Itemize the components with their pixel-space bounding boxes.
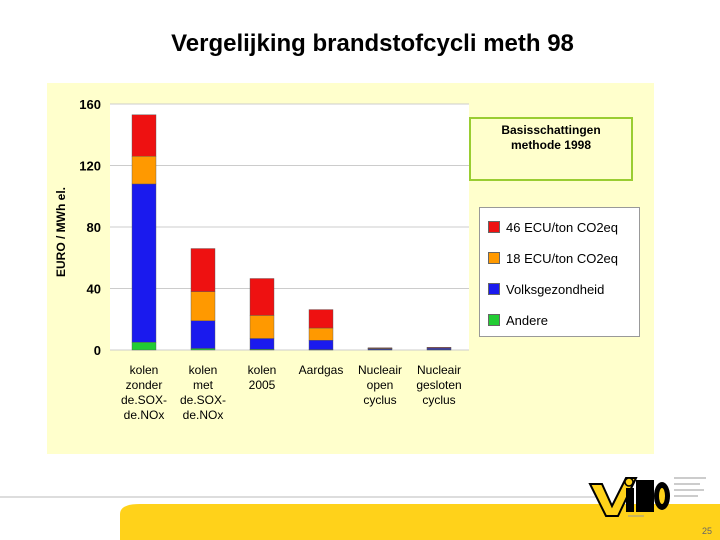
y-tick-label: 80 <box>87 220 101 235</box>
bar-segment <box>249 278 275 316</box>
y-tick-label: 120 <box>79 159 101 174</box>
x-tick-label: kolen zonder de.SOX- de.NOx <box>120 363 168 422</box>
y-tick-label: 40 <box>87 282 101 297</box>
bar-segment <box>190 248 216 292</box>
bar-segment <box>131 342 157 351</box>
bar-segment <box>131 114 157 157</box>
legend-swatch <box>488 221 500 233</box>
legend-swatch <box>488 283 500 295</box>
legend-label: 46 ECU/ton CO2eq <box>506 219 619 235</box>
x-tick-label: Aardgas <box>298 363 344 377</box>
legend-item: Volksgezondheid <box>488 279 604 299</box>
bar-segment <box>249 338 275 350</box>
annotation-line-1: Basisschattingen <box>501 123 601 137</box>
x-tick-label: Nucleair gesloten cyclus <box>416 363 462 407</box>
legend-label: 18 ECU/ton CO2eq <box>506 250 619 266</box>
legend-item: 46 ECU/ton CO2eq <box>488 217 618 237</box>
bar-segment <box>190 291 216 321</box>
x-tick-label: Nucleair open cyclus <box>357 363 402 407</box>
bar-segment <box>190 348 216 351</box>
legend-item: Andere <box>488 310 548 330</box>
chart-legend: 46 ECU/ton CO2eq 18 ECU/ton CO2eq Volksgez… <box>479 207 640 337</box>
bar-segment <box>367 347 393 349</box>
bar-segment <box>131 183 157 343</box>
bar-segment <box>308 340 334 350</box>
bar-segment <box>308 327 334 341</box>
x-tick-label: kolen 2005 <box>247 363 277 392</box>
annotation-box: Basisschattingen methode 1998 <box>469 117 633 181</box>
bar-segment <box>190 320 216 349</box>
bar-segment <box>426 347 452 349</box>
bar-segment <box>308 309 334 329</box>
vito-logo <box>588 477 706 517</box>
legend-swatch <box>488 314 500 326</box>
legend-item: 18 ECU/ton CO2eq <box>488 248 618 268</box>
legend-label: Volksgezondheid <box>506 281 605 297</box>
y-axis-label: EURO / MWh el. <box>54 187 68 277</box>
bar-segment <box>131 156 157 185</box>
y-tick-label: 0 <box>94 343 101 358</box>
annotation-line-2: methode 1998 <box>510 138 592 152</box>
legend-label: Andere <box>506 312 548 328</box>
page-number: 25 <box>701 526 712 536</box>
y-tick-label: 160 <box>79 97 101 112</box>
legend-swatch <box>488 252 500 264</box>
footer-bar <box>0 496 720 540</box>
bar-segment <box>249 315 275 339</box>
x-tick-label: kolen met de.SOX- de.NOx <box>179 363 227 422</box>
slide-title: Vergelijking brandstofcycli meth 98 <box>171 30 574 57</box>
